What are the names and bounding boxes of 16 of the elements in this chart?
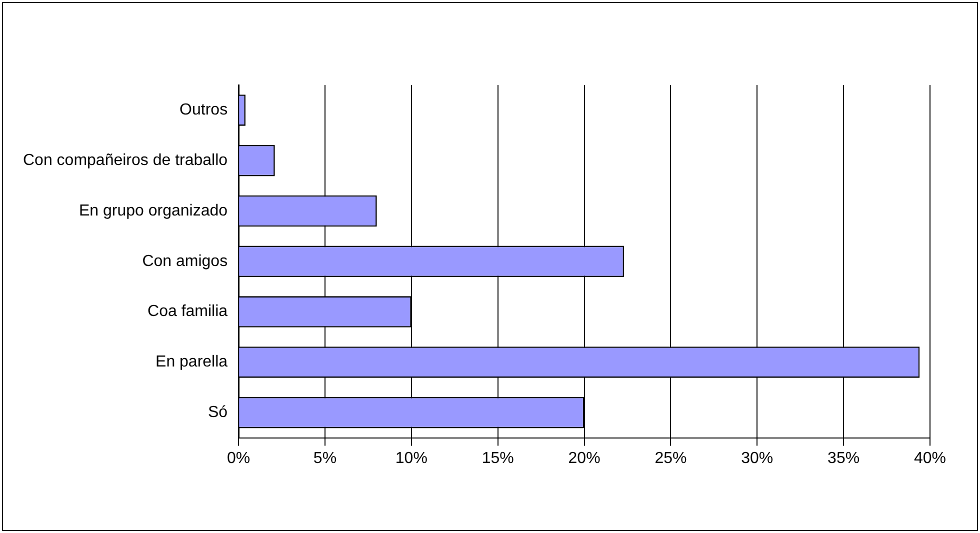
- x-tick-label: 35%: [828, 450, 860, 467]
- x-tick-label: 30%: [741, 450, 774, 467]
- x-tick-label: 10%: [395, 450, 428, 467]
- y-tick-label: En grupo organizado: [79, 202, 228, 220]
- y-tick-label: Con compañeiros de traballo: [23, 152, 228, 170]
- y-tick-label: Coa familia: [148, 303, 228, 320]
- x-tick-label: 20%: [568, 450, 600, 467]
- x-tick-label: 40%: [914, 450, 946, 467]
- y-tick-label: Só: [208, 404, 228, 422]
- y-tick-label: En parella: [156, 354, 228, 371]
- x-tick-label: 25%: [654, 450, 687, 467]
- y-tick-label: Outros: [180, 102, 228, 119]
- x-tick-label: 15%: [482, 450, 514, 467]
- x-tick-label: 0%: [227, 450, 250, 467]
- y-tick-label: Con amigos: [142, 252, 228, 270]
- x-tick-label: 5%: [313, 450, 337, 467]
